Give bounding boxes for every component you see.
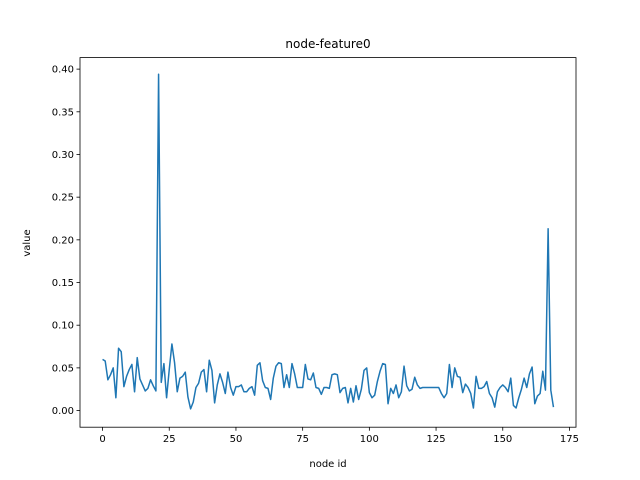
y-tick-label: 0.05	[52, 363, 74, 374]
y-tick-label: 0.35	[52, 107, 74, 118]
x-tick-label: 50	[230, 434, 243, 445]
y-tick-label: 0.30	[52, 150, 74, 161]
plot-frame	[79, 57, 577, 428]
x-tick-label: 75	[296, 434, 309, 445]
y-tick-label: 0.15	[52, 278, 74, 289]
x-tick-label: 125	[427, 434, 446, 445]
x-axis: 0 25 50 75 100 125 150 175	[99, 427, 579, 445]
series-line-0	[102, 73, 555, 410]
x-axis-label: node id	[309, 459, 346, 470]
chart-title: node-feature0	[285, 37, 370, 51]
y-axis: 0.00 0.05 0.10 0.15 0.20 0.25 0.30 0.35 0.40	[52, 65, 80, 417]
x-tick-label: 175	[560, 434, 579, 445]
x-tick-label: 25	[163, 434, 176, 445]
x-tick-label: 100	[360, 434, 379, 445]
x-tick-label: 150	[493, 434, 512, 445]
x-tick-label: 0	[99, 434, 105, 445]
y-tick-label: 0.20	[52, 235, 74, 246]
y-tick-label: 0.10	[52, 321, 74, 332]
y-tick-label: 0.00	[52, 406, 74, 417]
plot-area	[102, 73, 555, 410]
y-axis-label: value	[22, 229, 33, 256]
y-tick-label: 0.40	[52, 65, 74, 76]
y-tick-label: 0.25	[52, 193, 74, 204]
